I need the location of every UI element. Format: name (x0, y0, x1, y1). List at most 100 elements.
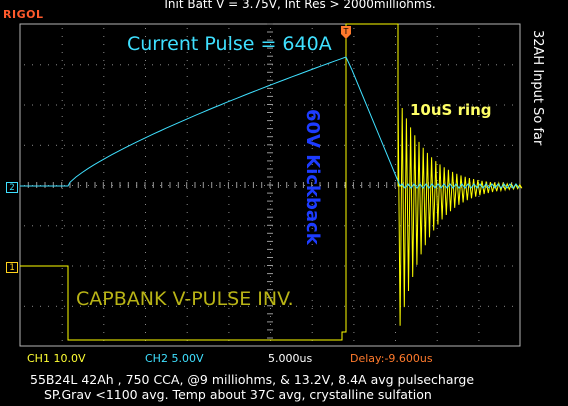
grid-dot (208, 305, 209, 307)
grid-dot (176, 265, 177, 267)
ring-annotation: 10uS ring (410, 101, 492, 119)
grid-dot (160, 265, 161, 267)
grid-dot (424, 265, 425, 267)
grid-dot (478, 132, 480, 133)
grid-dot (328, 225, 329, 227)
grid-dot (344, 144, 345, 146)
grid-dot (256, 64, 257, 66)
grid-dot (61, 116, 63, 117)
grid-dot (61, 172, 63, 173)
grid-dot (368, 104, 369, 106)
grid-dot (72, 144, 73, 146)
grid-dot (353, 204, 355, 205)
grid-dot (103, 300, 105, 301)
grid-dot (103, 116, 105, 117)
grid-dot (145, 276, 146, 277)
grid-dot (270, 332, 271, 333)
grid-dot (228, 324, 230, 325)
grid-dot (436, 228, 438, 229)
grid-dot (80, 225, 81, 227)
grid-dot (472, 265, 473, 267)
grid-dot (395, 156, 396, 157)
ch1-level-marker[interactable]: 1 (6, 262, 18, 273)
grid-dot (270, 84, 271, 85)
grid-dot (270, 52, 271, 53)
grid-dot (312, 305, 313, 307)
grid-dot (145, 284, 146, 285)
grid-dot (232, 144, 233, 146)
grid-dot (80, 265, 81, 267)
timebase-readout[interactable]: 5.000us (268, 352, 313, 365)
grid-dot (103, 268, 105, 269)
grid-dot (478, 100, 480, 101)
grid-dot (61, 284, 63, 285)
grid-dot (270, 292, 271, 293)
grid-dot (216, 144, 217, 146)
grid-dot (145, 252, 146, 253)
grid-dot (392, 104, 393, 106)
grid-dot (270, 196, 271, 197)
grid-dot (478, 52, 480, 53)
grid-dot (103, 324, 105, 325)
grid-dot (496, 305, 497, 307)
grid-dot (304, 185, 305, 186)
grid-dot (353, 60, 355, 61)
grid-dot (186, 244, 188, 245)
trigger-position-marker[interactable]: T (341, 26, 351, 39)
grid-dot (320, 104, 321, 106)
grid-dot (311, 292, 313, 293)
grid-dot (104, 265, 105, 267)
delay-readout[interactable]: Delay:-9.600us (350, 352, 433, 365)
grid-dot (395, 292, 396, 293)
ch1-ringing-trace (397, 95, 523, 326)
grid-dot (103, 132, 105, 133)
grid-dot (360, 185, 361, 186)
grid-dot (160, 185, 161, 186)
grid-dot (353, 44, 355, 45)
grid-dot (120, 265, 121, 267)
ch2-scale-readout[interactable]: CH2 5.00V (145, 352, 204, 365)
grid-dot (478, 108, 480, 109)
grid-dot (400, 144, 401, 146)
grid-dot (176, 144, 177, 146)
grid-dot (248, 305, 249, 307)
grid-dot (80, 104, 81, 106)
grid-dot (61, 292, 63, 293)
grid-dot (61, 124, 63, 125)
grid-dot (311, 172, 313, 173)
grid-dot (228, 108, 230, 109)
grid-dot (436, 284, 438, 285)
grid-dot (192, 305, 193, 307)
grid-dot (228, 116, 230, 117)
grid-dot (353, 148, 355, 149)
grid-dot (96, 104, 97, 106)
grid-dot (61, 324, 63, 325)
grid-dot (436, 108, 438, 109)
grid-dot (256, 305, 257, 307)
grid-dot (61, 76, 63, 77)
caption-line-2: SP.Grav <1100 avg. Temp about 37C avg, c… (44, 387, 432, 402)
grid-dot (336, 104, 337, 106)
grid-dot (103, 124, 105, 125)
ch2-level-marker[interactable]: 2 (6, 182, 18, 193)
grid-dot (440, 144, 441, 146)
grid-dot (145, 60, 146, 61)
grid-dot (456, 265, 457, 267)
grid-dot (186, 260, 188, 261)
grid-dot (120, 144, 121, 146)
grid-dot (145, 140, 146, 141)
grid-dot (311, 244, 313, 245)
grid-dot (478, 284, 480, 285)
grid-dot (311, 204, 313, 205)
grid-dot (312, 144, 313, 146)
ch1-scale-readout[interactable]: CH1 10.0V (27, 352, 86, 365)
grid-dot (228, 156, 230, 157)
grid-dot (228, 124, 230, 125)
grid-dot (311, 308, 313, 309)
grid-dot (436, 60, 438, 61)
grid-dot (320, 265, 321, 267)
grid-dot (436, 292, 438, 293)
grid-dot (408, 144, 409, 146)
grid-dot (104, 144, 105, 146)
grid-dot (145, 236, 146, 237)
